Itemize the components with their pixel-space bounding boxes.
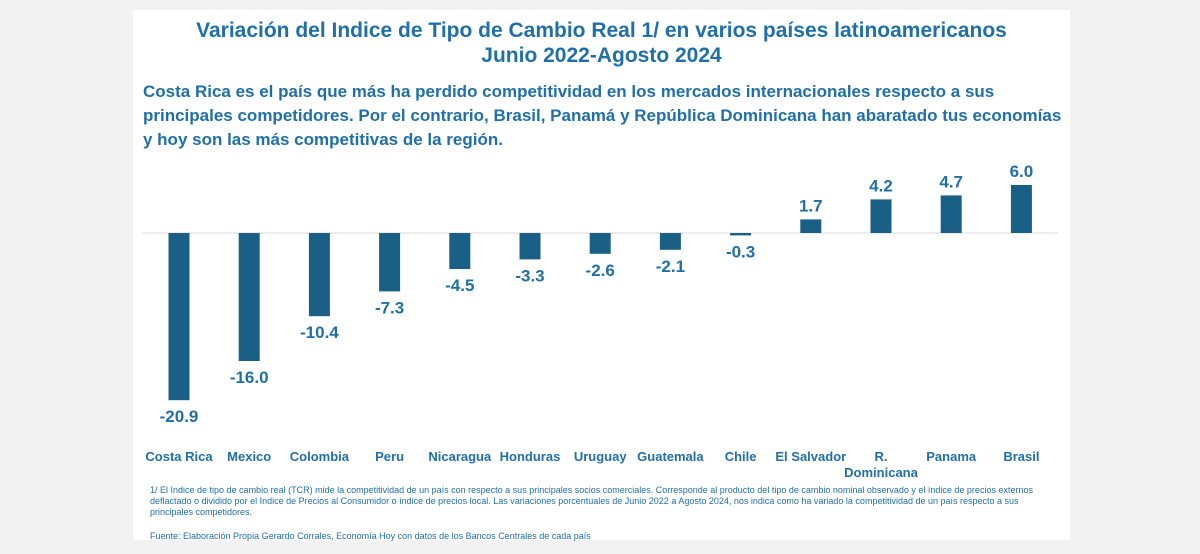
data-label: -2.1 (656, 257, 685, 276)
chart-subtitle: Junio 2022-Agosto 2024 (481, 44, 722, 67)
data-label: -16.0 (230, 368, 269, 387)
bar (800, 219, 822, 233)
category-label: El Salvador (775, 449, 846, 464)
bar (870, 199, 892, 233)
category-label: Colombia (290, 449, 350, 464)
bar (449, 233, 471, 269)
chart-title: Variación del Indice de Tipo de Cambio R… (196, 19, 1007, 42)
bar (238, 233, 260, 361)
category-label: Peru (375, 449, 404, 464)
data-label: 4.7 (939, 172, 963, 191)
data-label: -10.4 (300, 323, 339, 342)
page-background (0, 0, 133, 554)
data-label: -3.3 (515, 266, 544, 285)
bar (1010, 185, 1032, 233)
data-label: 1.7 (799, 196, 823, 215)
category-label: Honduras (500, 449, 561, 464)
category-label: Dominicana (844, 465, 918, 480)
chart-description: Costa Rica es el país que más ha perdido… (143, 82, 1062, 149)
footnote: 1/ El Indice de tipo de cambio real (TCR… (150, 485, 1033, 517)
source-note: Fuente: Elaboración Propia Gerardo Corra… (150, 531, 591, 541)
bar (589, 233, 611, 254)
category-label: Costa Rica (145, 449, 213, 464)
bar (519, 233, 541, 260)
category-label: Guatemala (637, 449, 704, 464)
category-label: Panama (926, 449, 977, 464)
data-label: -4.5 (445, 276, 474, 295)
category-label: Nicaragua (428, 449, 492, 464)
category-label: Chile (725, 449, 757, 464)
category-label: Brasil (1003, 449, 1039, 464)
bar (730, 233, 752, 236)
category-label: Uruguay (574, 449, 628, 464)
data-label: 6.0 (1010, 162, 1034, 181)
data-label: -0.3 (726, 242, 755, 261)
data-label: -2.6 (586, 261, 615, 280)
bar-chart: -20.9 Costa Rica -16.0 Mexico -10.4 Colombia -… (143, 162, 1058, 480)
bar (168, 233, 190, 401)
chart-card: Variación del Indice de Tipo de Cambio R… (133, 10, 1070, 541)
category-label: R. (875, 449, 888, 464)
bar (379, 233, 401, 292)
category-label: Mexico (227, 449, 271, 464)
data-label: 4.2 (869, 176, 893, 195)
data-label: -20.9 (160, 407, 199, 426)
bar (659, 233, 681, 250)
data-label: -7.3 (375, 298, 404, 317)
bar (940, 195, 962, 233)
bar (308, 233, 330, 317)
